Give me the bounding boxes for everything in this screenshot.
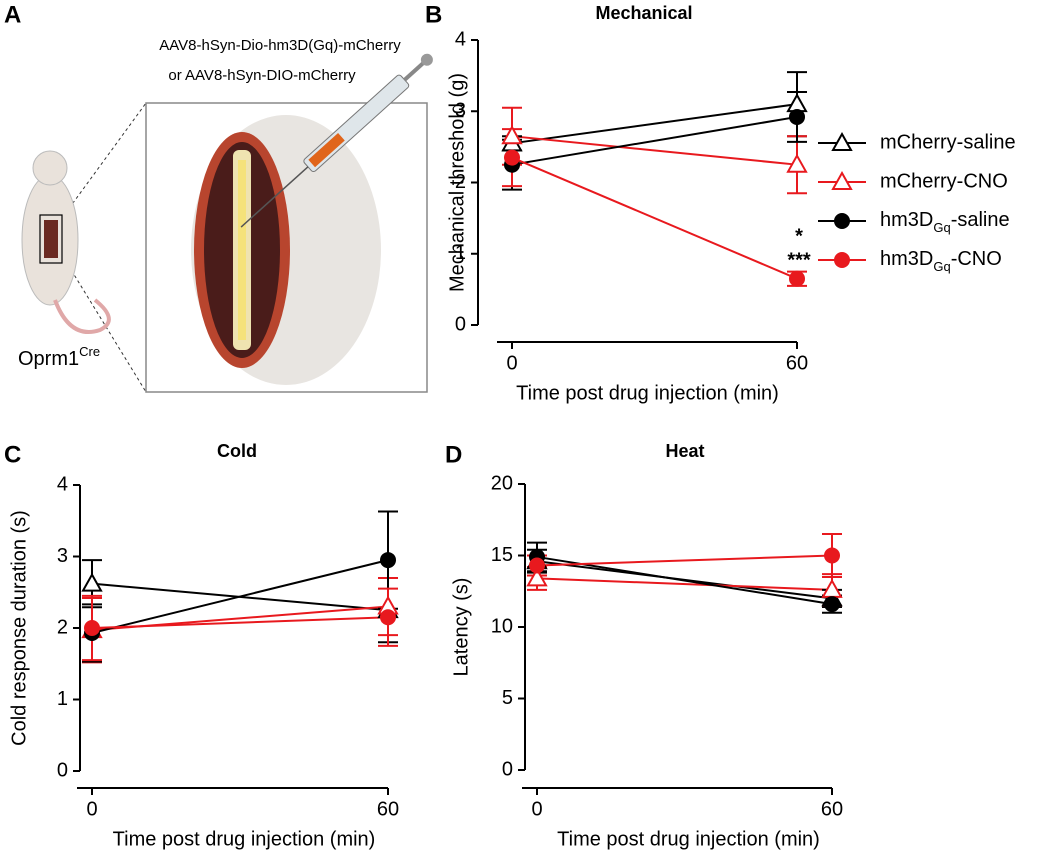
marker — [529, 557, 545, 574]
legend-entry: mCherry-CNO — [818, 170, 1008, 192]
marker — [501, 125, 523, 145]
legend-entry: hm3DGq-CNO — [818, 248, 1002, 274]
y-tick-label: 4 — [57, 473, 68, 495]
x-axis-label: Time post drug injection (min) — [516, 382, 779, 404]
legend-label: hm3DGq-CNO — [880, 248, 1002, 274]
marker — [824, 596, 840, 613]
legend-label: mCherry-saline — [880, 131, 1016, 153]
y-tick-label: 4 — [455, 28, 466, 50]
construct-label: AAV8-hSyn-Dio-hm3D(Gq)-mCherry — [159, 37, 401, 54]
marker — [380, 552, 396, 569]
marker — [786, 93, 808, 113]
significance: * — [795, 225, 803, 247]
x-tick-label: 0 — [531, 798, 542, 820]
x-tick-label: 0 — [86, 798, 97, 820]
x-tick-label: 60 — [377, 798, 399, 820]
y-tick-label: 0 — [455, 313, 466, 335]
marker — [834, 252, 850, 268]
panel-letter: B — [425, 1, 442, 28]
marker — [789, 108, 805, 125]
series-line — [91, 559, 389, 634]
y-axis-label: Cold response duration (s) — [8, 510, 30, 746]
x-tick-label: 60 — [786, 352, 808, 374]
y-tick-label: 15 — [491, 544, 513, 566]
x-axis-label: Time post drug injection (min) — [113, 828, 376, 850]
panel-letter: D — [445, 441, 462, 468]
panel-letter: A — [4, 1, 21, 28]
chart-title: Heat — [665, 441, 704, 461]
y-tick-label: 10 — [491, 615, 513, 637]
legend-label: hm3DGq-saline — [880, 209, 1010, 235]
panel-letter: C — [4, 441, 21, 468]
y-axis-label: Latency (s) — [450, 578, 472, 677]
marker — [831, 131, 853, 151]
significance: *** — [787, 249, 811, 271]
marker — [789, 270, 805, 287]
x-tick-label: 0 — [506, 352, 517, 374]
y-tick-label: 5 — [502, 687, 513, 709]
marker — [824, 547, 840, 564]
marker — [526, 567, 548, 587]
mouse-label: Oprm1Cre — [18, 344, 100, 370]
series-line — [511, 156, 798, 280]
x-tick-label: 60 — [821, 798, 843, 820]
y-tick-label: 0 — [502, 758, 513, 780]
series-line — [511, 135, 798, 166]
marker — [786, 153, 808, 173]
y-tick-label: 20 — [491, 472, 513, 494]
illustration — [21, 53, 433, 393]
marker — [831, 170, 853, 190]
y-axis-label: Mechanical threshold (g) — [446, 73, 468, 292]
legend-entry: hm3DGq-saline — [818, 209, 1010, 235]
y-tick-label: 0 — [57, 759, 68, 781]
legend-entry: mCherry-saline — [818, 131, 1016, 153]
chart: B Mechanical 0 1 2 3 4 0 60 Time post drug inject… — [425, 1, 1016, 404]
construct-label: or AAV8-hSyn-DIO-mCherry — [168, 67, 356, 84]
marker — [84, 620, 100, 636]
chart-title: Mechanical — [595, 3, 692, 23]
y-tick-label: 1 — [57, 688, 68, 710]
series-line — [91, 616, 389, 629]
marker — [834, 213, 850, 229]
series-line — [511, 103, 798, 145]
marker — [380, 609, 396, 626]
x-axis-label: Time post drug injection (min) — [557, 828, 820, 850]
series-line — [536, 577, 833, 591]
y-tick-label: 2 — [57, 616, 68, 638]
legend-label: mCherry-CNO — [880, 170, 1008, 192]
y-tick-label: 1 — [455, 242, 466, 264]
series-line — [511, 115, 798, 166]
y-tick-label: 3 — [57, 545, 68, 567]
chart-title: Cold — [217, 441, 257, 461]
marker — [504, 149, 520, 166]
series-line — [536, 554, 833, 567]
y-tick-label: 2 — [455, 171, 466, 193]
y-tick-label: 3 — [455, 100, 466, 122]
marker — [81, 572, 103, 592]
